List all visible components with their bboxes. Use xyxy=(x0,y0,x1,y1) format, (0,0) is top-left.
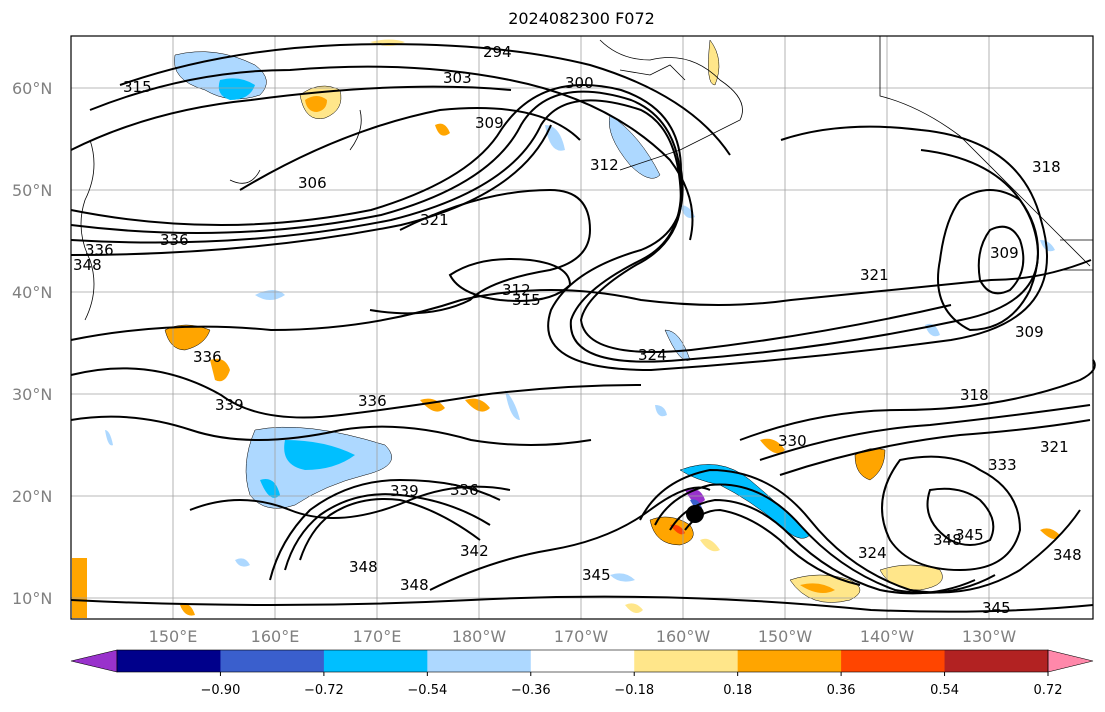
contour-label: 309 xyxy=(990,244,1019,262)
contour-label: 315 xyxy=(512,291,541,309)
colorbar-tick-label: −0.72 xyxy=(304,683,344,698)
contour-label: 348 xyxy=(400,576,429,594)
colorbar-tick-label: −0.90 xyxy=(201,683,241,698)
contour-label: 318 xyxy=(960,386,989,404)
lat-label: 60°N xyxy=(12,79,52,98)
lat-label: 30°N xyxy=(12,385,52,404)
contour-labels: 294 303 300 315 309 312 306 321 336 336 … xyxy=(73,43,1082,617)
colorbar-tick-label: 0.36 xyxy=(827,683,856,698)
contour-label: 321 xyxy=(420,211,449,229)
contour-label: 303 xyxy=(443,69,472,87)
contour-label: 330 xyxy=(778,432,807,450)
lon-label: 150°W xyxy=(758,627,813,646)
colorbar-extend-high xyxy=(1047,649,1094,673)
contour-label: 306 xyxy=(298,174,327,192)
coastlines xyxy=(80,36,1093,321)
colorbar-tick-label: 0.18 xyxy=(723,683,752,698)
colorbar-tick-label: −0.54 xyxy=(407,683,447,698)
contour-label: 348 xyxy=(1053,546,1082,564)
colorbar-segment xyxy=(944,650,1049,672)
map-panel: 294 303 300 315 309 312 306 321 336 336 … xyxy=(70,35,1096,620)
colorbar-segment xyxy=(427,650,532,672)
colorbar-segment xyxy=(323,650,428,672)
lon-label: 170°W xyxy=(554,627,609,646)
lat-label: 20°N xyxy=(12,487,52,506)
colorbar-segment xyxy=(117,650,221,672)
lon-label: 180°W xyxy=(452,627,507,646)
colorbar-segment xyxy=(220,650,325,672)
contour-label: 348 xyxy=(933,531,962,549)
map-frame xyxy=(70,35,1094,620)
contour-label: 336 xyxy=(160,231,189,249)
colorbar-tick-label: 0.54 xyxy=(930,683,959,698)
lon-label: 160°W xyxy=(656,627,711,646)
colorbar-outline xyxy=(116,649,1049,673)
contour-label: 333 xyxy=(988,456,1017,474)
colorbar-segment xyxy=(737,650,842,672)
map-title: 2024082300 F072 xyxy=(508,9,655,28)
lon-label: 160°E xyxy=(251,627,300,646)
longitude-labels: 150°E 160°E 170°E 180°W 170°W 160°W 150°… xyxy=(149,627,1017,646)
colorbar: −0.90 −0.72 −0.54 −0.36 −0.18 0.18 0.36 0.54 0.7… xyxy=(70,649,1094,698)
contour-label: 348 xyxy=(349,558,378,576)
contour-label: 321 xyxy=(1040,438,1069,456)
lat-label: 10°N xyxy=(12,589,52,608)
contour-label: 348 xyxy=(73,256,102,274)
contour-label: 336 xyxy=(193,348,222,366)
contour-label: 309 xyxy=(475,114,504,132)
contour-label: 300 xyxy=(565,74,594,92)
lon-label: 140°W xyxy=(860,627,915,646)
colorbar-segment xyxy=(634,650,739,672)
contour-label: 345 xyxy=(955,526,984,544)
lon-label: 150°E xyxy=(149,627,198,646)
contour-label: 318 xyxy=(1032,158,1061,176)
contour-label: 324 xyxy=(858,544,887,562)
contour-label: 315 xyxy=(123,78,152,96)
colorbar-tick-label: 0.72 xyxy=(1034,683,1063,698)
colorbar-segment xyxy=(530,650,635,672)
colorbar-segment xyxy=(841,650,946,672)
contour-label: 324 xyxy=(638,346,667,364)
contour-label: 336 xyxy=(450,481,479,499)
contour-label: 339 xyxy=(390,482,419,500)
storm-center-marker xyxy=(686,505,704,523)
colorbar-tick-label: −0.18 xyxy=(614,683,654,698)
contour-label: 309 xyxy=(1015,323,1044,341)
colorbar-extend-low xyxy=(70,649,118,673)
lon-label: 170°E xyxy=(353,627,402,646)
lat-label: 40°N xyxy=(12,283,52,302)
colorbar-tick-label: −0.36 xyxy=(511,683,551,698)
contour-label: 336 xyxy=(358,392,387,410)
contour-label: 345 xyxy=(582,566,611,584)
lon-label: 130°W xyxy=(962,627,1017,646)
contour-label: 321 xyxy=(860,266,889,284)
contour-label: 312 xyxy=(502,281,531,299)
contour-label: 312 xyxy=(590,156,619,174)
contour-label: 294 xyxy=(483,43,512,61)
latitude-labels: 60°N 50°N 40°N 30°N 20°N 10°N xyxy=(12,79,52,608)
contour-label: 342 xyxy=(460,542,489,560)
contour-label: 336 xyxy=(85,241,114,259)
contour-label: 339 xyxy=(215,396,244,414)
theta-contours xyxy=(70,43,1096,613)
contour-label: 345 xyxy=(982,599,1011,617)
lat-label: 50°N xyxy=(12,181,52,200)
positive-shading xyxy=(72,39,1060,618)
